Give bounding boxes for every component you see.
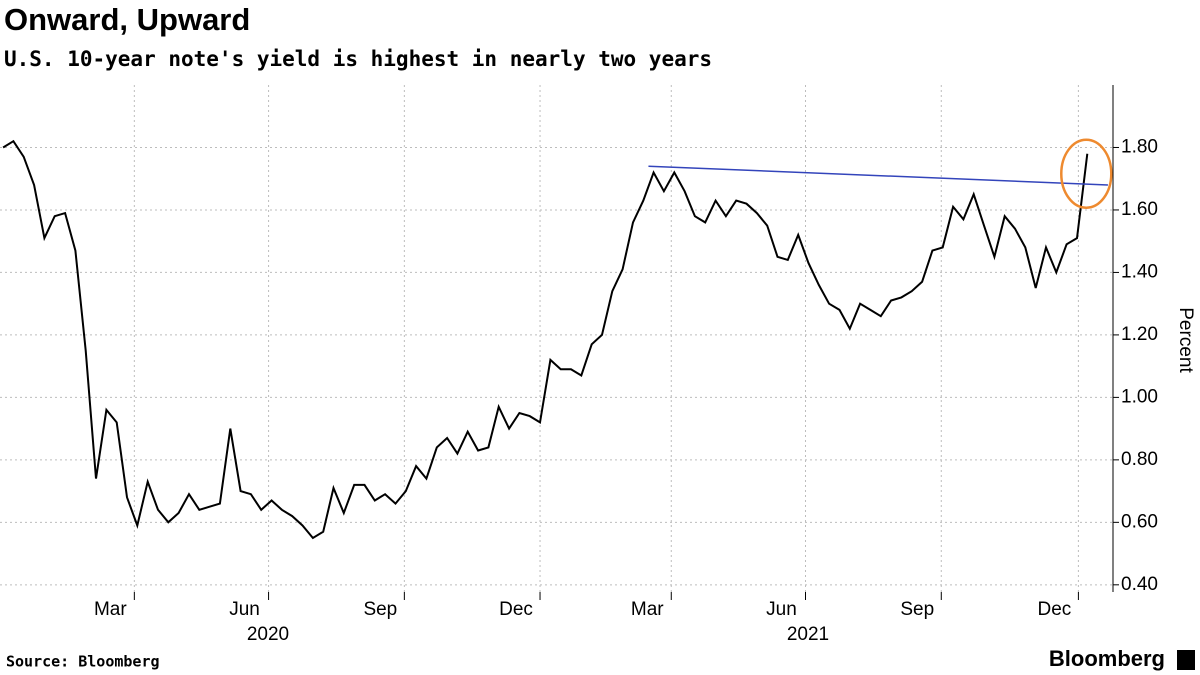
- x-tick-label: Sep: [363, 599, 397, 620]
- y-tick-label: 1.20: [1121, 324, 1158, 345]
- x-tick-label: Dec: [499, 599, 533, 620]
- year-label: 2021: [787, 624, 829, 645]
- y-tick-label: 1.40: [1121, 261, 1158, 282]
- chart-subtitle: U.S. 10-year note's yield is highest in …: [4, 47, 712, 71]
- y-tick-label: 1.60: [1121, 199, 1158, 220]
- x-tick-label: Dec: [1038, 599, 1072, 620]
- y-axis-label: Percent: [1175, 307, 1196, 373]
- brand-icon: [1177, 650, 1195, 670]
- chart-title: Onward, Upward: [4, 2, 250, 37]
- brand: Bloomberg: [1049, 646, 1165, 671]
- x-tick-label: Jun: [229, 599, 260, 620]
- y-tick-label: 0.40: [1121, 574, 1158, 595]
- y-tick-label: 1.00: [1121, 386, 1158, 407]
- x-tick-label: Mar: [94, 599, 127, 620]
- y-tick-label: 0.60: [1121, 511, 1158, 532]
- x-tick-label: Mar: [631, 599, 664, 620]
- y-tick-label: 1.80: [1121, 136, 1158, 157]
- source: Source: Bloomberg: [6, 653, 160, 671]
- year-label: 2020: [247, 624, 289, 645]
- trend-line: [648, 165, 1108, 186]
- series-line: [2, 139, 1089, 540]
- x-tick-label: Jun: [766, 599, 797, 620]
- y-tick-label: 0.80: [1121, 449, 1158, 470]
- highlight-circle: [1060, 138, 1113, 209]
- x-tick-label: Sep: [900, 599, 934, 620]
